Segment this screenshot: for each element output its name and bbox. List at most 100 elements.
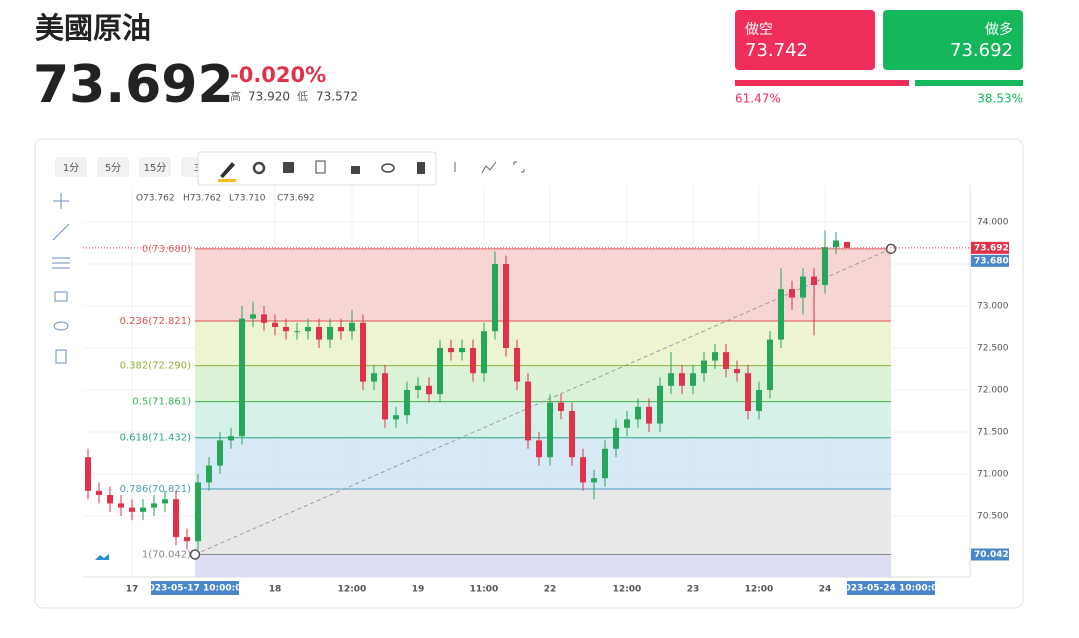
fib-label: 0(73.680) [142, 244, 191, 255]
fib-label: 0.5(71.861) [132, 397, 191, 408]
fib-zone [195, 489, 891, 555]
price-marker [971, 241, 1009, 254]
candle-body [426, 385, 432, 395]
high-label: 高 [230, 89, 241, 103]
candle-body [184, 537, 190, 542]
fullscreen-icon[interactable] [513, 161, 525, 173]
candle-body [404, 389, 410, 416]
candle-body [525, 381, 531, 441]
candle-body [217, 440, 223, 466]
fib-zone [195, 437, 891, 490]
x-tick-label: 12:00 [613, 585, 642, 595]
interval-button[interactable]: 15分 [139, 157, 171, 177]
fib-zone [195, 248, 891, 322]
x-tick-label: 19 [412, 585, 425, 595]
sentiment: 61.47% 38.53% [735, 80, 1023, 106]
x-tick-label: 18 [269, 585, 282, 595]
candle-body [679, 373, 685, 386]
interval-bg [139, 157, 171, 177]
interval-bg [97, 157, 129, 177]
settings-icon[interactable] [252, 161, 266, 175]
candle-body [239, 318, 245, 437]
interval-bg [55, 157, 87, 177]
fill-icon[interactable] [283, 162, 294, 173]
candle-body [558, 402, 564, 411]
pen-icon[interactable] [220, 162, 235, 178]
candle-body [734, 368, 740, 374]
fib-zone [195, 321, 891, 366]
candle-body [206, 465, 212, 483]
candle-body [514, 347, 520, 382]
trend-line [194, 248, 892, 555]
logo [95, 554, 109, 560]
x-tick-label: 12:00 [338, 585, 367, 595]
x-tick-label: 24 [819, 585, 832, 595]
eye-tool[interactable] [53, 321, 69, 331]
candle-body [107, 495, 113, 504]
candle-body [382, 373, 388, 420]
unlock-tool[interactable] [54, 291, 68, 302]
candle-body [547, 402, 553, 458]
candle-body [712, 352, 718, 361]
sell-button[interactable]: 做空 73.742 [735, 10, 875, 70]
crosshair-tool[interactable] [53, 193, 69, 209]
candle-body [459, 347, 465, 353]
y-tick-label: 74.000 [977, 217, 1009, 227]
candle-body [591, 478, 597, 483]
line-tool[interactable] [52, 223, 70, 241]
candle-body [294, 331, 300, 333]
trash-tool[interactable] [55, 349, 67, 364]
candle-body [767, 339, 773, 390]
candle-body [371, 373, 377, 382]
fib-tool[interactable] [52, 257, 70, 269]
high: 73.920 [248, 90, 290, 104]
candle-body [448, 347, 454, 353]
y-tick-label: 72.500 [977, 343, 1009, 353]
chart-tools [454, 161, 525, 174]
candle-body [162, 499, 168, 504]
toolbar-bg [197, 151, 437, 186]
x-tick-label: 12:00 [745, 585, 774, 595]
candle-body [756, 389, 762, 411]
trash-icon[interactable] [417, 162, 425, 174]
buy-bg [883, 10, 1023, 70]
candle-body [844, 241, 850, 248]
sentiment-bar [735, 80, 910, 86]
candle-body [833, 240, 839, 248]
fib-zone [195, 554, 891, 577]
low: 73.572 [316, 90, 358, 104]
candle-body [646, 406, 652, 424]
interval-label: 5分 [105, 162, 121, 174]
candle-body [272, 322, 278, 327]
intervals: 1分 5分 15分 3 [55, 157, 213, 177]
candle-body [536, 440, 542, 458]
draw-tools [52, 193, 70, 364]
candle-body [129, 507, 135, 512]
date-marker [847, 581, 935, 595]
candle-body [492, 263, 498, 332]
candle-body [85, 457, 91, 491]
interval-label: 15分 [144, 162, 167, 174]
eye-icon[interactable] [381, 163, 395, 173]
interval-button[interactable]: 5分 [97, 157, 129, 177]
buy-button[interactable]: 做多 73.692 [883, 10, 1023, 70]
candle-body [250, 314, 256, 319]
fib-zone [195, 365, 891, 402]
sentiment-bar [915, 80, 1023, 86]
interval-button[interactable]: 1分 [55, 157, 87, 177]
fib-handle [189, 549, 201, 560]
floating-toolbar [197, 151, 437, 186]
indicator-icon[interactable] [481, 161, 497, 174]
y-tick-label: 71.500 [977, 427, 1009, 437]
candle-body [723, 352, 729, 369]
buy-label: 做多 [985, 21, 1013, 38]
candle-body [305, 326, 311, 332]
lock-icon[interactable] [351, 166, 360, 174]
y-tick-label: 72.000 [977, 385, 1009, 395]
sentiment-label: 38.53% [977, 92, 1023, 106]
copy-icon[interactable] [315, 160, 326, 174]
candle-body [327, 326, 333, 340]
y-tick-label: 70.500 [977, 512, 1009, 522]
candle-body [789, 289, 795, 298]
